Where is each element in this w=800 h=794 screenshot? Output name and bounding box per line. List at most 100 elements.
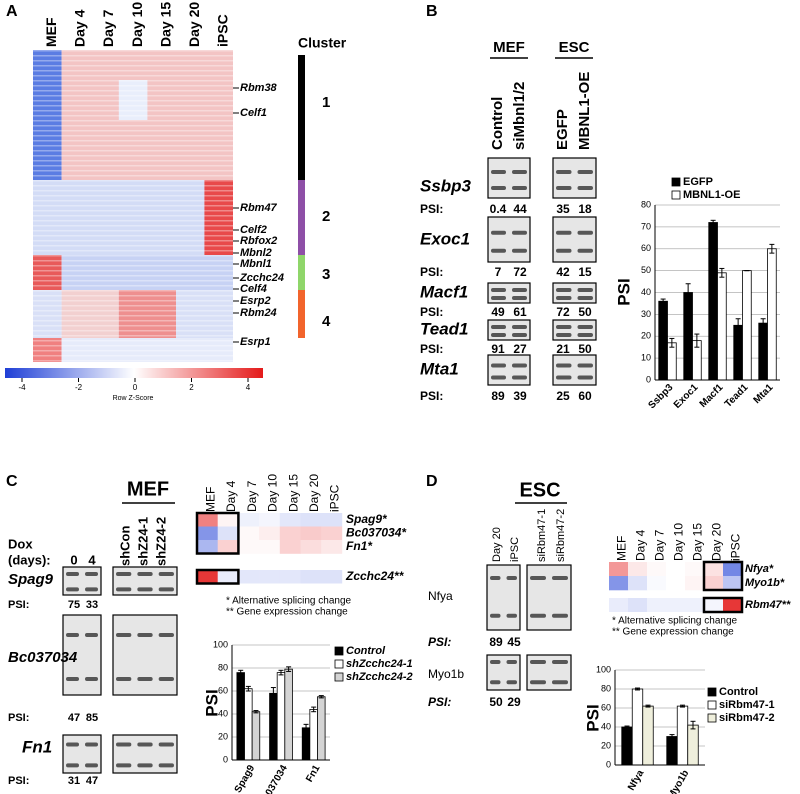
dox-day: 0 (70, 552, 77, 567)
gene-label: Celf2 (240, 224, 267, 236)
psi-label: PSI: (420, 305, 443, 319)
y-tick-label: 50 (641, 265, 651, 275)
psi-value: 25 (556, 389, 570, 403)
psi-value: 50 (578, 305, 592, 319)
panel-letter: D (426, 473, 438, 490)
bar (251, 711, 261, 761)
panel-letter: A (6, 3, 18, 20)
gene-label: Celf1 (240, 107, 267, 119)
error-bar (286, 666, 292, 672)
bar (658, 300, 668, 381)
heat-cell (300, 540, 322, 554)
gel-band (85, 763, 98, 768)
psi-value: 60 (578, 389, 592, 403)
legend-label: siRbm47-1 (719, 699, 775, 711)
y-tick-label: 80 (641, 199, 651, 209)
psi-value: 91 (491, 342, 505, 356)
gel-band (490, 660, 501, 664)
heat-cell (704, 562, 724, 577)
error-bar (735, 318, 741, 333)
heat-cell (321, 526, 343, 541)
gel-band (556, 186, 572, 190)
gel (112, 614, 178, 696)
psi-value: 29 (507, 695, 521, 709)
column-label: Day 15 (286, 474, 300, 512)
column-label: Day 20 (710, 523, 724, 561)
error-bar (635, 687, 640, 691)
gel-band (116, 763, 132, 768)
error-bar (680, 704, 685, 708)
heat-cell (609, 562, 629, 577)
note: ** Gene expression change (226, 607, 348, 618)
row-label: Zcchc24** (345, 569, 405, 583)
heat-cell (723, 562, 743, 577)
legend-swatch (334, 659, 344, 669)
lane-label: siRbm47-2 (555, 509, 567, 562)
legend-label: shZcchc24-1 (346, 658, 413, 670)
column-label: Day 15 (691, 523, 705, 561)
y-tick-label: 20 (218, 731, 228, 741)
x-tick-label: Spag9 (233, 763, 258, 794)
gel (552, 216, 597, 263)
dox-label: Dox (8, 536, 33, 551)
dox-label: (days): (8, 552, 51, 567)
gel-band (512, 363, 527, 368)
y-tick-label: 70 (641, 221, 651, 231)
error-bar (669, 734, 675, 739)
colorbar-title: Row Z-Score (113, 395, 154, 402)
heat-cell (217, 570, 239, 584)
x-tick-label: Tead1 (723, 382, 751, 410)
bar (767, 248, 777, 381)
error-bar (238, 669, 244, 676)
gel-band (491, 375, 506, 380)
gel-band (577, 170, 593, 174)
heat-cell (238, 570, 260, 584)
error-bar (311, 706, 317, 713)
panel-letter: B (426, 3, 438, 20)
gel-band (66, 763, 79, 768)
psi-label: PSI: (428, 695, 451, 709)
gel (486, 564, 521, 631)
psi-value: 50 (578, 342, 592, 356)
gel-band (491, 288, 506, 292)
lane-label: shZ24-2 (153, 517, 168, 566)
psi-value: 39 (513, 389, 527, 403)
gel-band (556, 375, 572, 380)
gel-band (491, 296, 506, 300)
legend-swatch (671, 177, 681, 187)
gel-band (158, 633, 174, 637)
heat-cell (647, 562, 667, 577)
error-bar (710, 219, 716, 226)
gel (487, 157, 531, 199)
heat-cell (279, 540, 301, 554)
gel-band (116, 572, 132, 576)
gel-band (506, 576, 517, 580)
column-label: iPSC (729, 533, 743, 561)
gel-band (577, 288, 593, 292)
gel-band (506, 660, 517, 664)
heat-cell (609, 598, 629, 612)
bar (742, 270, 752, 381)
gene-label: Rbm38 (240, 82, 278, 94)
psi-value: 0.4 (490, 202, 507, 216)
y-tick-label: 100 (213, 639, 228, 649)
bar (676, 705, 689, 766)
x-tick-label: Fn1 (304, 763, 323, 784)
gene-label: Spag9 (8, 571, 54, 588)
bar (733, 324, 743, 381)
gel-band (116, 677, 132, 681)
bar (621, 726, 633, 766)
gel-band (552, 660, 568, 664)
bar (631, 688, 644, 766)
gel-band (512, 170, 527, 174)
psi-value: 45 (507, 635, 521, 649)
row-label: Fn1* (346, 539, 373, 553)
gene-label: Exoc1 (420, 229, 470, 248)
gel-band (137, 742, 153, 747)
gel-band (556, 363, 572, 368)
x-tick-label: Myo1b (666, 768, 691, 794)
psi-value: 50 (489, 695, 503, 709)
psi-value: 18 (578, 202, 592, 216)
error-bar (253, 710, 259, 714)
colorbar (5, 368, 263, 378)
